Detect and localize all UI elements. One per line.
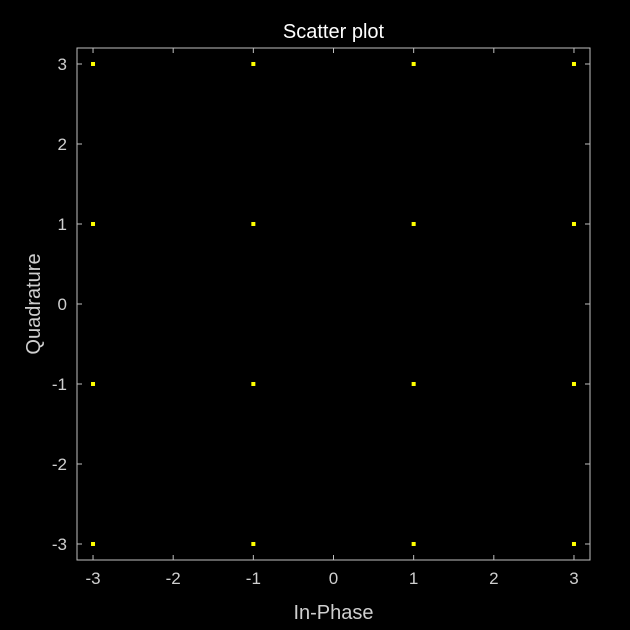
chart-title: Scatter plot — [283, 21, 385, 43]
data-point — [411, 222, 416, 226]
data-point — [571, 542, 576, 546]
data-point — [411, 542, 416, 546]
data-point — [571, 62, 576, 66]
y-tick-label: 2 — [58, 135, 67, 154]
y-tick-label: -3 — [52, 535, 67, 554]
x-tick-label: 3 — [569, 569, 578, 588]
x-tick-label: 2 — [489, 569, 498, 588]
data-point — [251, 382, 256, 386]
data-point — [251, 62, 256, 66]
y-tick-label: 3 — [58, 55, 67, 74]
data-point — [571, 382, 576, 386]
data-point — [251, 542, 256, 546]
data-point — [571, 222, 576, 226]
x-tick-label: 1 — [409, 569, 418, 588]
data-point — [91, 542, 96, 546]
data-point — [91, 222, 96, 226]
y-tick-label: -2 — [52, 455, 67, 474]
y-axis-label: Quadrature — [23, 253, 45, 354]
data-point — [91, 382, 96, 386]
plot-area — [76, 47, 591, 561]
x-tick-label: -2 — [166, 569, 181, 588]
y-tick-label: 1 — [58, 215, 67, 234]
data-point — [251, 222, 256, 226]
data-point — [91, 62, 96, 66]
x-tick-label: 0 — [329, 569, 338, 588]
x-tick-label: -1 — [246, 569, 261, 588]
x-tick-label: -3 — [85, 569, 100, 588]
y-tick-label: 0 — [58, 295, 67, 314]
y-tick-label: -1 — [52, 375, 67, 394]
data-points — [91, 62, 576, 546]
axis-ticks: -3 -2 -1 0 1 2 3 -3 -2 -1 0 1 2 3 — [52, 48, 590, 588]
data-point — [411, 382, 416, 386]
data-point — [411, 62, 416, 66]
x-axis-label: In-Phase — [293, 602, 373, 624]
